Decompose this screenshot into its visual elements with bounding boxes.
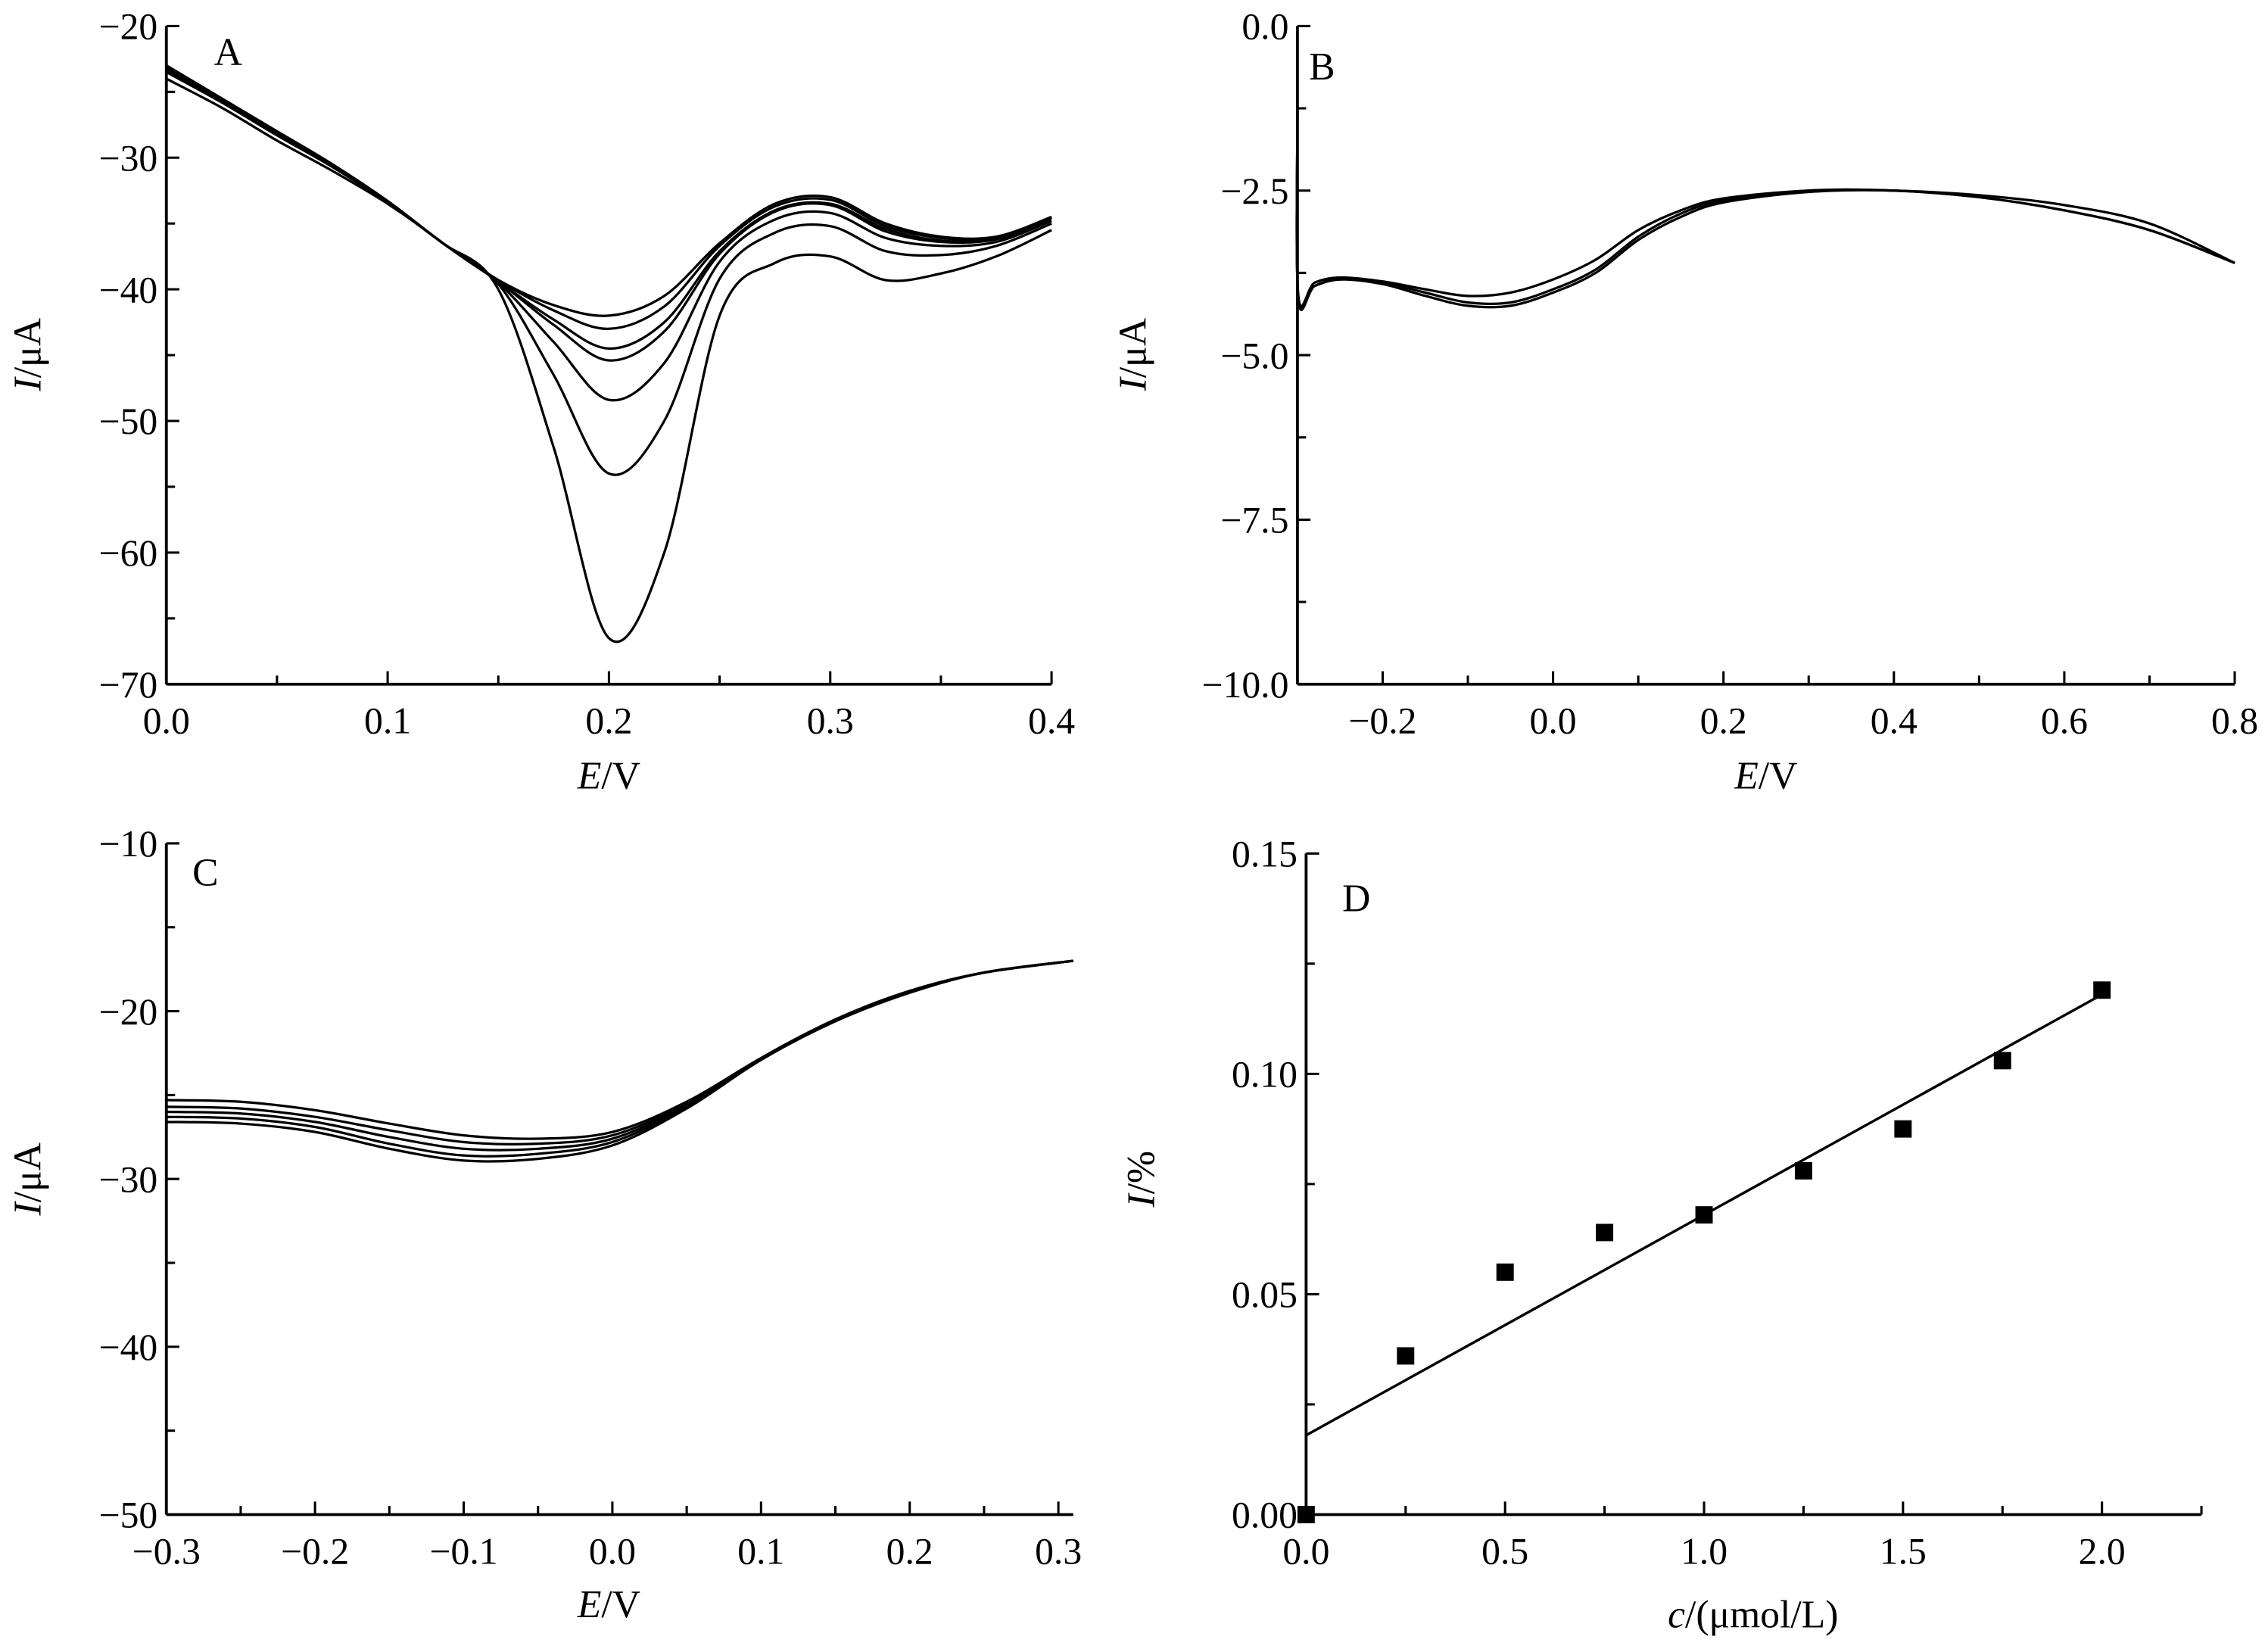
y-tick-label: −10: [99, 823, 158, 865]
data-point: [1794, 1161, 1812, 1180]
x-tick-label: 1.5: [1880, 1530, 1927, 1572]
y-tick-label: −7.5: [1220, 500, 1288, 541]
panel-letter: B: [1309, 45, 1335, 89]
data-point: [1596, 1223, 1614, 1242]
y-axis-unit: /μA: [7, 318, 50, 378]
y-tick-label: −40: [99, 1326, 158, 1368]
y-axis-unit: /%: [1120, 1151, 1164, 1194]
x-tick-label: 0.5: [1481, 1530, 1528, 1572]
y-tick-label: −2.5: [1220, 170, 1288, 212]
series-line-2: [166, 959, 1073, 1146]
x-tick-label: 0.2: [585, 700, 632, 742]
y-tick-label: −5.0: [1220, 335, 1288, 376]
y-tick-label: −50: [99, 401, 158, 442]
series-line-1: [166, 959, 1073, 1140]
data-point: [1993, 1052, 2011, 1070]
panel-b: −0.2 0.0 0.2 0.4 0.6 0.8 0.0 −2.5 −5.0 −7.5 −10.0 E…: [1111, 6, 2258, 798]
series-line-5: [165, 68, 1052, 402]
y-axis-symbol: I: [7, 1200, 50, 1216]
x-axis-unit: /V: [601, 1583, 640, 1626]
y-axis-symbol: I: [1111, 376, 1154, 391]
y-tick-label: −50: [99, 1495, 158, 1536]
data-point: [2093, 981, 2111, 999]
y-axis-symbol: I: [1120, 1192, 1164, 1208]
x-axis-symbol: E: [577, 754, 602, 797]
y-tick-label: −20: [99, 6, 158, 48]
x-tick-label: 2.0: [2079, 1530, 2126, 1572]
y-tick-label: −10.0: [1202, 664, 1289, 706]
y-axis-title: I/μA: [1111, 318, 1154, 391]
x-tick-label: 0.0: [143, 700, 190, 742]
y-tick-label: −20: [99, 991, 158, 1033]
y-tick-label: −60: [99, 532, 158, 574]
panel-d: 0.0 0.5 1.0 1.5 2.0 0.00 0.05 0.10 0.15 c/(μmol/L…: [1120, 833, 2203, 1637]
y-tick-label: 0.10: [1232, 1054, 1298, 1096]
x-axis-unit: /V: [1759, 754, 1798, 797]
x-tick-label: −0.3: [132, 1530, 201, 1572]
y-axis-symbol: I: [7, 376, 50, 391]
panel-c: −0.3 −0.2 −0.1 0.0 0.1 0.2 0.3 −10 −20 −30 −40 −50 E…: [7, 823, 1083, 1626]
x-tick-label: 0.2: [886, 1530, 933, 1572]
y-axis-title: I/μA: [7, 1142, 50, 1216]
x-axis-symbol: E: [1734, 754, 1759, 797]
x-axis-symbol: E: [577, 1583, 602, 1626]
x-axis-title: E/V: [577, 1583, 640, 1626]
x-tick-label: 0.6: [2041, 700, 2088, 742]
y-tick-label: −30: [99, 137, 158, 179]
y-tick-label: −40: [99, 269, 158, 310]
series-line-3: [166, 959, 1073, 1152]
x-axis-symbol: c: [1668, 1594, 1685, 1637]
series-line-2: [165, 64, 1052, 330]
panel-letter: D: [1342, 877, 1370, 921]
x-axis-title: c/(μmol/L): [1668, 1594, 1838, 1637]
x-tick-label: 0.3: [807, 700, 854, 742]
x-tick-label: 0.3: [1035, 1530, 1082, 1572]
x-axis-unit: /V: [601, 754, 640, 797]
data-point: [1297, 1506, 1315, 1523]
panel-a: 0.0 0.1 0.2 0.3 0.4 −20 −30 −40 −50 −60 −70 E/V I/μA…: [7, 6, 1076, 798]
x-axis-title: E/V: [577, 754, 640, 797]
x-tick-label: 0.0: [1530, 700, 1577, 742]
x-tick-label: −0.2: [1348, 700, 1416, 742]
x-tick-label: 0.0: [589, 1530, 636, 1572]
series-line-2: [1295, 111, 2235, 311]
y-tick-label: 0.05: [1232, 1274, 1298, 1316]
x-tick-label: 0.1: [737, 1530, 784, 1572]
data-point: [1496, 1263, 1514, 1281]
series-line-5: [166, 959, 1073, 1163]
y-axis-title: I/%: [1120, 1151, 1164, 1208]
x-tick-label: 0.2: [1700, 700, 1747, 742]
y-axis-unit: /μA: [7, 1142, 50, 1202]
x-tick-label: 0.1: [364, 700, 411, 742]
series-line-4: [166, 959, 1073, 1158]
x-tick-label: 1.0: [1681, 1530, 1727, 1572]
y-tick-label: 0.15: [1232, 833, 1298, 874]
data-point: [1397, 1347, 1415, 1365]
x-tick-label: 0.4: [1871, 700, 1918, 742]
series-line-6: [165, 70, 1052, 476]
y-tick-label: −70: [99, 664, 158, 706]
x-axis-title: E/V: [1734, 754, 1797, 797]
y-tick-label: 0.0: [1241, 6, 1288, 48]
data-point: [1894, 1120, 1912, 1138]
panel-letter: C: [192, 851, 218, 894]
x-tick-label: −0.2: [281, 1530, 349, 1572]
x-tick-label: −0.1: [430, 1530, 498, 1572]
data-point: [1695, 1206, 1713, 1224]
series-line-7: [166, 77, 1052, 644]
y-axis-title: I/μA: [7, 318, 50, 391]
series-line-3: [165, 65, 1052, 351]
x-tick-label: 0.4: [1028, 700, 1075, 742]
x-tick-label: 0.0: [1282, 1530, 1329, 1572]
y-tick-label: 0.00: [1232, 1495, 1298, 1536]
x-axis-unit: /(μmol/L): [1685, 1594, 1838, 1637]
x-tick-label: 0.8: [2211, 700, 2258, 742]
series-line-3: [1295, 111, 2235, 308]
y-axis-unit: /μA: [1111, 318, 1154, 378]
y-tick-label: −30: [99, 1158, 158, 1200]
panel-letter: A: [214, 31, 242, 74]
